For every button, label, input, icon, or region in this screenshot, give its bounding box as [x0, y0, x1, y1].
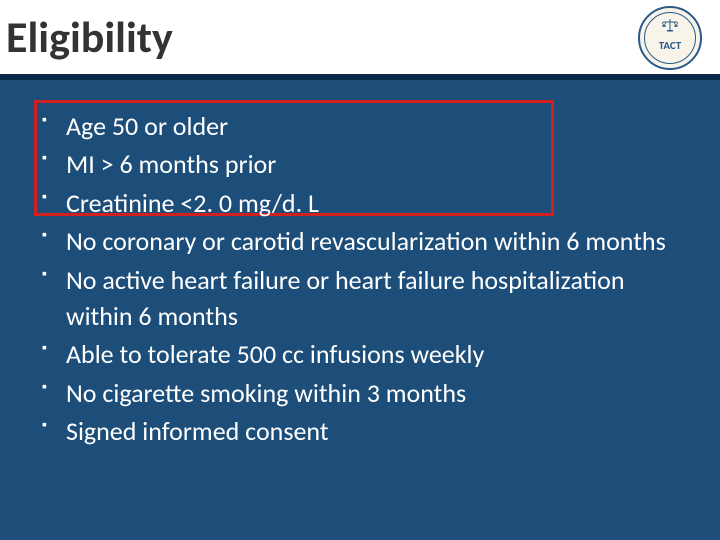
eligibility-list: Age 50 or older MI > 6 months prior Crea…: [38, 108, 682, 450]
tact-logo-inner: TACT: [644, 12, 696, 64]
tact-logo: TACT: [638, 6, 702, 70]
list-item: Age 50 or older: [38, 108, 682, 144]
list-item: No active heart failure or heart failure…: [38, 262, 682, 335]
list-item: Able to tolerate 500 cc infusions weekly: [38, 336, 682, 372]
tact-logo-text: TACT: [659, 40, 681, 51]
list-item: MI > 6 months prior: [38, 146, 682, 182]
list-item: Signed informed consent: [38, 413, 682, 449]
list-item: Creatinine <2. 0 mg/d. L: [38, 185, 682, 221]
header: Eligibility TACT: [0, 0, 720, 80]
page-title: Eligibility: [6, 10, 173, 64]
list-item: No coronary or carotid revascularization…: [38, 223, 682, 259]
list-item: No cigarette smoking within 3 months: [38, 375, 682, 411]
content-area: Age 50 or older MI > 6 months prior Crea…: [0, 80, 720, 450]
scales-icon: [661, 19, 679, 33]
